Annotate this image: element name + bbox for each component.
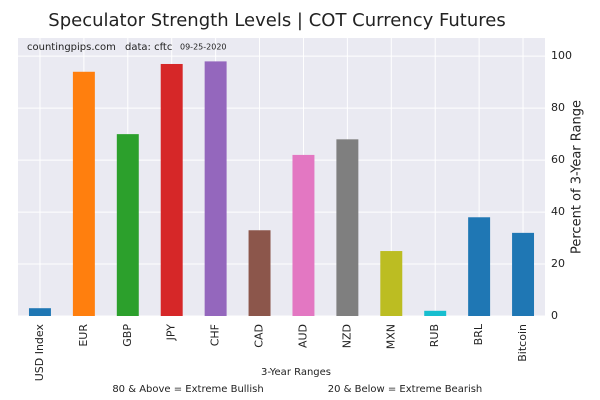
bar [116, 134, 139, 316]
note: 20 & Below = Extreme Bearish [328, 384, 483, 395]
x-axis-label: 3-Year Ranges [261, 367, 331, 378]
bar [72, 71, 95, 317]
x-tick-label: RUB [428, 324, 441, 347]
bar [468, 217, 491, 316]
bar [512, 232, 535, 316]
bar [204, 61, 227, 316]
annotation: data: cftc [125, 42, 172, 53]
note: 80 & Above = Extreme Bullish [112, 384, 263, 395]
x-tick-label: GBP [121, 324, 134, 347]
x-tick-label: CHF [209, 324, 222, 346]
x-tick-label: CAD [253, 324, 266, 348]
x-tick-label: USD Index [33, 324, 46, 382]
x-tick-label: AUD [296, 324, 309, 348]
y-tick-label: 0 [551, 309, 558, 322]
plot-background [18, 38, 545, 316]
chart-title: Speculator Strength Levels | COT Currenc… [48, 10, 505, 31]
y-tick-label: 80 [551, 101, 565, 114]
annotation: 09-25-2020 [180, 43, 227, 52]
bar [292, 154, 315, 316]
x-tick-label: EUR [77, 324, 90, 347]
x-tick-label: NZD [340, 324, 353, 348]
x-tick-label: Bitcoin [516, 324, 529, 362]
bar [248, 230, 271, 316]
bar [336, 139, 359, 316]
y-tick-label: 100 [551, 49, 572, 62]
x-tick-label: JPY [165, 324, 178, 342]
bar [160, 63, 183, 316]
annotation: countingpips.com [27, 42, 116, 53]
x-tick-label: BRL [472, 323, 485, 345]
bar [380, 251, 403, 316]
y-tick-label: 60 [551, 153, 565, 166]
y-axis-label: Percent of 3-Year Range [570, 100, 585, 254]
x-tick-label: MXN [384, 324, 397, 349]
bar [28, 308, 51, 316]
y-tick-label: 20 [551, 257, 565, 270]
y-tick-label: 40 [551, 205, 565, 218]
bar [424, 310, 447, 316]
